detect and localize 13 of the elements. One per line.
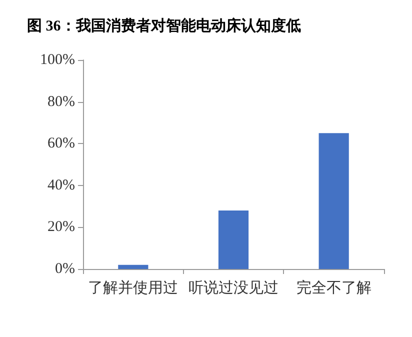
x-tick-label: 完全不了解 — [296, 280, 372, 296]
y-tick-label: 40% — [48, 177, 75, 194]
y-tick-label: 0% — [55, 261, 75, 277]
y-tick-label: 100% — [40, 52, 75, 68]
x-tick-label: 听说过没见过 — [188, 280, 278, 296]
y-tick-label: 80% — [48, 94, 75, 110]
bar — [318, 133, 349, 269]
y-tick-label: 20% — [48, 219, 75, 236]
x-tick-label: 了解并使用过 — [88, 280, 178, 296]
bar — [118, 264, 148, 269]
chart-title: 图 36：我国消费者对智能电动床认知度低 — [27, 16, 301, 34]
bar — [218, 210, 249, 269]
y-tick-label: 60% — [48, 136, 75, 152]
